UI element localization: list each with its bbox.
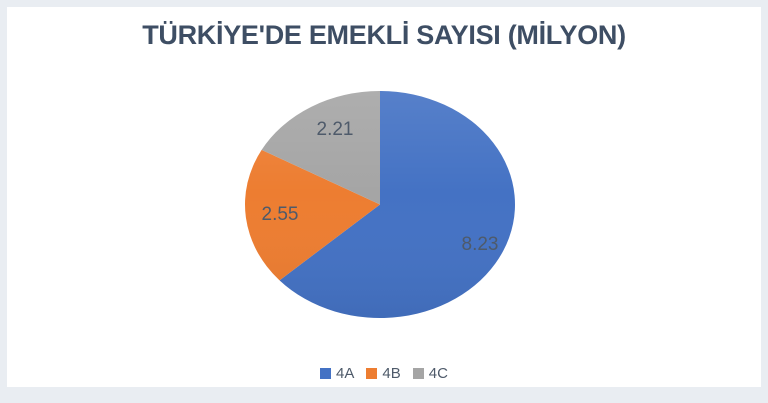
data-label-4C: 2.21 — [316, 119, 354, 140]
legend-label-4C: 4C — [428, 365, 448, 382]
legend-swatch-4C — [412, 368, 424, 379]
legend-item-4B[interactable]: 4B — [366, 365, 401, 382]
chart-title: TÜRKİYE'DE EMEKLİ SAYISI (MİLYON) — [142, 20, 626, 50]
legend-swatch-4A — [320, 368, 332, 379]
legend-label-4B: 4B — [382, 365, 401, 382]
data-label-4B: 2.55 — [261, 204, 299, 225]
legend-label-4A: 4A — [336, 365, 355, 382]
chart-area: TÜRKİYE'DE EMEKLİ SAYISI (MİLYON) 8.23 2… — [7, 7, 761, 387]
legend: 4A 4B 4C — [7, 365, 761, 382]
legend-item-4A[interactable]: 4A — [320, 365, 354, 382]
legend-swatch-4B — [366, 368, 378, 379]
legend-item-4C[interactable]: 4C — [412, 365, 448, 382]
data-label-4A: 8.23 — [461, 234, 499, 255]
